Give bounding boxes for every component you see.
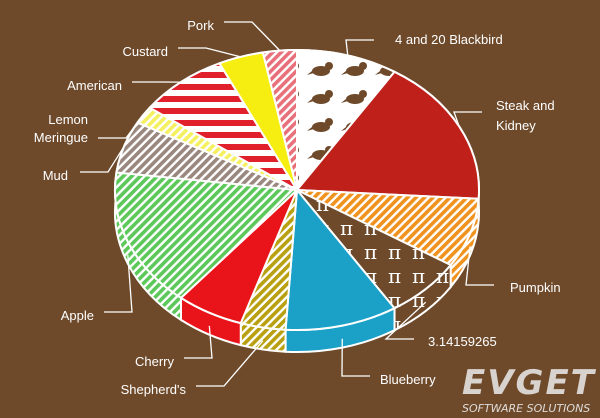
data-label-blueberry: Blueberry [380,372,436,387]
data-label-lemon-meringue: Lemon [48,112,88,127]
data-label-pumpkin: Pumpkin [510,280,561,295]
leader-line-shepherd-s [196,340,264,387]
slice-american [148,62,298,191]
leader-line-pork [224,21,281,52]
data-label-shepherd-s: Shepherd's [121,382,187,397]
slice-pumpkin [296,189,480,267]
leader-line-4-and-20-blackbird [345,39,374,56]
leader-line-mud [80,146,125,173]
slice-apple [114,171,298,299]
watermark-logo: EVGET SOFTWARE SOLUTIONS [462,363,597,415]
leader-line-apple [104,254,133,313]
data-label-american: American [67,78,122,93]
slice-steak-and-kidney [296,70,480,200]
leader-line-steak-and-kidney [453,111,482,127]
data-label-custard: Custard [122,44,168,59]
leader-line-pumpkin [465,246,494,286]
data-label-apple: Apple [61,308,94,323]
data-label-steak-and-kidney-line2: Kidney [496,118,536,133]
watermark-subtitle: SOFTWARE SOLUTIONS [462,402,590,415]
leader-line-lemon-meringue [98,114,144,139]
leader-line-cherry [184,325,213,359]
data-label-mud: Mud [43,168,68,183]
data-label-3-14159265: 3.14159265 [428,334,497,349]
slice-blueberry [284,189,396,331]
data-label-lemon-meringue-line2: Meringue [34,130,88,145]
leader-line-custard [178,47,241,58]
data-label-4-and-20-blackbird: 4 and 20 Blackbird [395,32,503,47]
data-label-pork: Pork [187,18,214,33]
slice-4-and-20-blackbird [296,49,396,191]
leader-line-3-14159265 [384,301,427,340]
slice-pork [261,49,298,191]
data-label-cherry: Cherry [135,354,175,369]
data-label-steak-and-kidney: Steak and [496,98,555,113]
watermark-title: EVGET [462,363,597,403]
leader-line-blueberry [341,338,370,377]
